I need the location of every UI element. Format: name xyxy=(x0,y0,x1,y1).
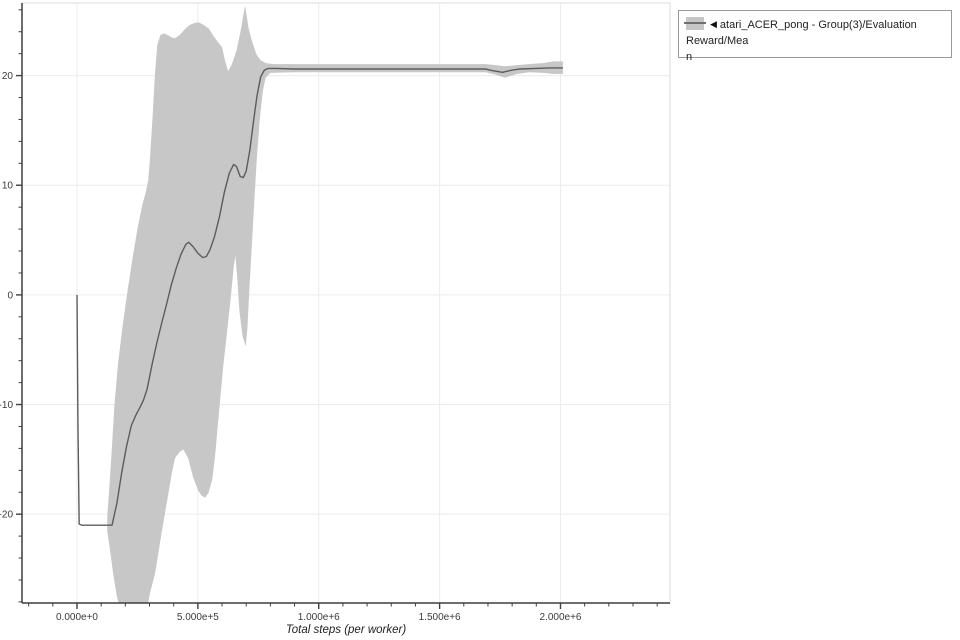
svg-text:10: 10 xyxy=(2,181,14,192)
legend-label-line2: n xyxy=(686,51,693,63)
collapse-triangle-icon[interactable]: ◀ xyxy=(710,19,717,29)
svg-text:-10: -10 xyxy=(0,400,13,411)
svg-text:0: 0 xyxy=(7,290,13,301)
svg-text:0.000e+0: 0.000e+0 xyxy=(56,612,98,623)
svg-text:Total steps (per worker): Total steps (per worker) xyxy=(286,624,407,636)
svg-text:-20: -20 xyxy=(0,510,13,521)
legend-label-line1: atari_ACER_pong - Group(3)/Evaluation Re… xyxy=(686,19,917,47)
mean-line-icon xyxy=(684,22,706,24)
legend-item-evaluation-reward[interactable]: ◀ atari_ACER_pong - Group(3)/Evaluation R… xyxy=(684,16,944,65)
svg-text:2.000e+6: 2.000e+6 xyxy=(539,612,581,623)
band-swatch-icon xyxy=(684,17,706,30)
svg-text:20: 20 xyxy=(2,71,14,82)
svg-text:1.000e+6: 1.000e+6 xyxy=(298,612,340,623)
svg-text:5.000e+5: 5.000e+5 xyxy=(177,612,219,623)
legend: ◀ atari_ACER_pong - Group(3)/Evaluation R… xyxy=(678,10,952,63)
svg-text:1.500e+6: 1.500e+6 xyxy=(419,612,461,623)
